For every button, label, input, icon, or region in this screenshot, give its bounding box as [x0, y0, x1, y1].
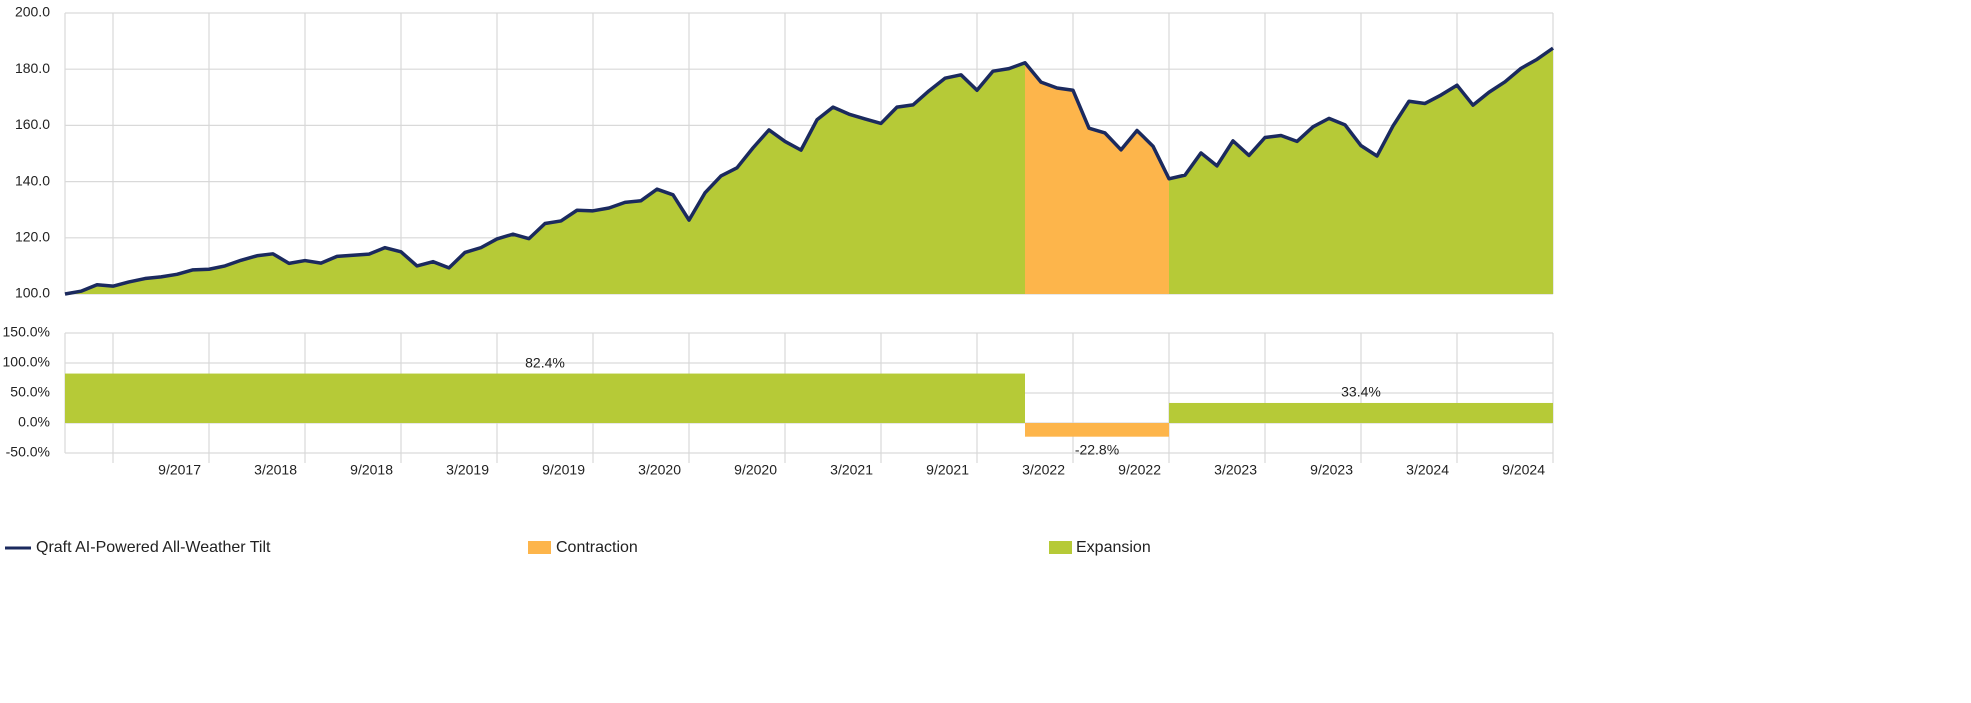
x-tick-label: 9/2021: [926, 462, 969, 478]
y-tick-label: 100.0: [15, 285, 50, 301]
x-tick-label: 9/2023: [1310, 462, 1353, 478]
x-tick-label: 9/2018: [350, 462, 393, 478]
regime-area: [65, 62, 1025, 294]
y-tick-label: 50.0%: [10, 384, 50, 400]
x-tick-label: 3/2020: [638, 462, 681, 478]
x-tick-label: 9/2017: [158, 462, 201, 478]
plot: 100.0 120.0 140.0 160.0 180.0 200.0 -50.0% 0.0%…: [3, 4, 1555, 478]
x-tick-label: 9/2020: [734, 462, 777, 478]
x-tick-label: 3/2018: [254, 462, 297, 478]
value-label: -22.8%: [1075, 441, 1119, 457]
legend-swatch: [528, 541, 551, 554]
regime-area: [1169, 48, 1553, 294]
x-tick-label: 3/2023: [1214, 462, 1257, 478]
regime-area: [1025, 62, 1169, 294]
x-tick-label: 3/2019: [446, 462, 489, 478]
legend-swatch: [1049, 541, 1072, 554]
y-tick-label: -50.0%: [6, 444, 50, 460]
y-tick-label: 120.0: [15, 229, 50, 245]
y-tick-label: 140.0: [15, 172, 50, 188]
legend-label: Expansion: [1076, 539, 1151, 556]
x-tick-label: 3/2022: [1022, 462, 1065, 478]
y-tick-label: 200.0: [15, 4, 50, 20]
y-tick-label: 180.0: [15, 60, 50, 76]
value-label: 82.4%: [525, 354, 565, 370]
y-tick-label: 0.0%: [18, 414, 50, 430]
bar: [1025, 423, 1169, 437]
x-tick-label: 3/2024: [1406, 462, 1449, 478]
x-tick-label: 3/2021: [830, 462, 873, 478]
value-label: 33.4%: [1341, 384, 1381, 400]
x-tick-label: 9/2019: [542, 462, 585, 478]
y-tick-label: 100.0%: [3, 354, 50, 370]
x-tick-label: 9/2022: [1118, 462, 1161, 478]
x-tick-label: 9/2024: [1502, 462, 1545, 478]
line: [64, 46, 1555, 296]
y-tick-label: 160.0: [15, 116, 50, 132]
bar: [1169, 402, 1553, 423]
legend: Qraft AI-Powered All-Weather Tilt Contra…: [5, 539, 1151, 556]
y-tick-label: 150.0%: [3, 324, 50, 340]
legend-label: Qraft AI-Powered All-Weather Tilt: [36, 539, 271, 556]
bar: [65, 373, 1025, 423]
legend-label: Contraction: [556, 539, 638, 556]
